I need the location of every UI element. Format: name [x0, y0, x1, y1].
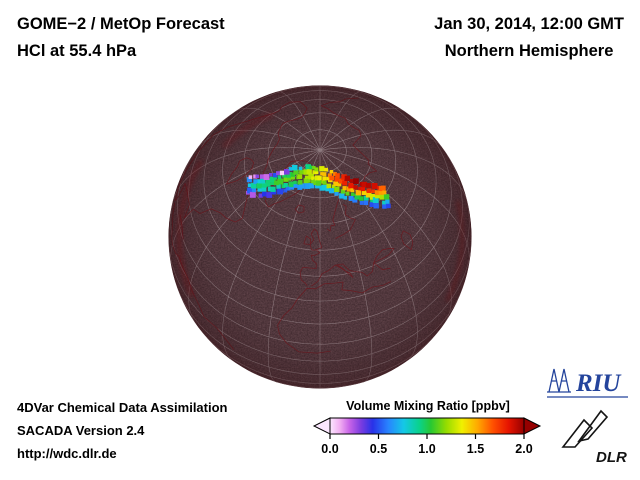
dlr-logo-text: DLR: [596, 449, 627, 466]
svg-text:2.0: 2.0: [515, 442, 532, 456]
assimilation-label: 4DVar Chemical Data Assimilation: [17, 400, 228, 415]
product-title: GOME−2 / MetOp Forecast: [17, 15, 225, 33]
url-label: http://wdc.dlr.de: [17, 446, 117, 461]
header-right: Jan 30, 2014, 12:00 GMT Northern Hemisph…: [434, 11, 624, 65]
svg-text:0.0: 0.0: [321, 442, 338, 456]
riu-logo-text: RIU: [575, 370, 622, 397]
riu-cathedral-icon: [547, 368, 571, 393]
limb-shading: [168, 85, 472, 389]
region-label: Northern Hemisphere: [444, 42, 614, 60]
version-label: SACADA Version 2.4: [17, 423, 145, 438]
svg-text:1.0: 1.0: [418, 442, 435, 456]
datetime-label: Jan 30, 2014, 12:00 GMT: [434, 15, 624, 33]
svg-text:1.5: 1.5: [467, 442, 484, 456]
colorbar: Volume Mixing Ratio [ppbv] 0.0 0.5 1.0 1.5 2…: [312, 399, 542, 456]
dlr-emblem-icon: [561, 409, 609, 448]
colorbar-scale: 0.0 0.5 1.0 1.5 2.0: [312, 417, 542, 456]
footer-left: 4DVar Chemical Data Assimilation SACADA …: [17, 396, 228, 465]
colorbar-title: Volume Mixing Ratio [ppbv]: [346, 399, 510, 413]
riu-logo: RIU: [547, 368, 628, 398]
satellite-data-swath: [246, 164, 391, 209]
species-level-label: HCl at 55.4 hPa: [17, 42, 137, 60]
svg-text:0.5: 0.5: [370, 442, 387, 456]
header-left: GOME−2 / MetOp Forecast HCl at 55.4 hPa: [17, 11, 225, 65]
dlr-logo: DLR: [561, 409, 627, 466]
